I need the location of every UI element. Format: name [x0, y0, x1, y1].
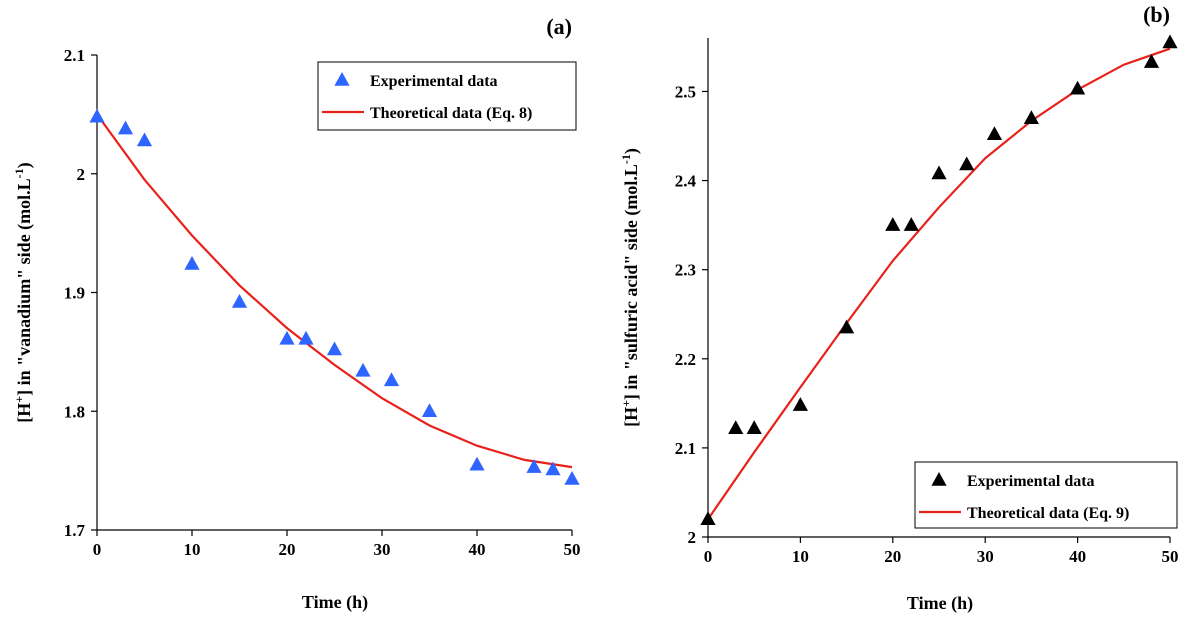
data-point	[903, 217, 919, 231]
legend-box	[914, 461, 1178, 529]
legend-label: Theoretical data (Eq. 8)	[370, 105, 532, 122]
legend-marker-triangle	[334, 72, 350, 86]
x-tick-label: 40	[469, 540, 486, 559]
theoretical-curve	[96, 113, 573, 469]
y-label-part: )	[621, 148, 642, 154]
data-point	[1023, 110, 1039, 124]
y-tick-label: 2.5	[675, 82, 696, 101]
y-tick-label: 2	[688, 528, 697, 547]
data-point	[355, 362, 371, 377]
data-point	[231, 294, 248, 308]
x-tick-label: 0	[93, 540, 102, 559]
data-point	[383, 372, 400, 387]
data-point	[298, 330, 314, 345]
data-point	[545, 461, 561, 476]
x-tick-label: 20	[884, 547, 901, 566]
data-point	[526, 459, 542, 473]
chart-panel-1: 0 10 20 30 40 50 1.7 1.8 1.9 2 2.1 Time (h) [H+] in …	[12, 14, 581, 613]
y-label-part: ] in "vanadium" side (mol.L	[14, 178, 35, 396]
y-tick-label: 2.2	[675, 350, 696, 369]
data-point	[746, 420, 762, 435]
x-tick-label: 0	[704, 547, 713, 566]
x-tick-label: 30	[374, 540, 391, 559]
y-label-part: [H	[621, 407, 641, 427]
x-axis-label: Time (h)	[907, 593, 973, 614]
data-point	[700, 511, 716, 525]
data-point	[421, 403, 438, 418]
data-point	[728, 420, 744, 435]
y-tick-label: 2.1	[64, 46, 85, 65]
legend: Experimental data Theoretical data (Eq. 9…	[914, 461, 1178, 529]
x-tick-label: 30	[977, 547, 994, 566]
y-tick-label: 2.1	[675, 439, 696, 458]
legend-marker-triangle	[931, 472, 947, 486]
x-tick-label: 40	[1069, 547, 1086, 566]
data-point	[986, 126, 1003, 140]
y-tick-label: 2.3	[675, 261, 696, 280]
panel-label: (a)	[546, 14, 572, 39]
data-point	[564, 470, 580, 485]
x-tick-label: 50	[564, 540, 581, 559]
chart-panel-2: 0 10 20 30 40 50 2 2.1 2.2 2.3 2.4 2.5 Time (h) [H+] …	[619, 2, 1179, 614]
y-label-superscript: +	[619, 400, 633, 407]
x-axis-label: Time (h)	[302, 592, 368, 613]
data-point	[959, 156, 975, 171]
y-label-superscript: -1	[619, 154, 633, 164]
data-point	[326, 341, 343, 356]
y-label-part: )	[14, 162, 35, 168]
data-point	[885, 217, 901, 231]
x-tick-label: 20	[279, 540, 296, 559]
legend-box	[317, 61, 577, 131]
y-tick-label: 1.7	[64, 521, 86, 540]
y-label-part: [H	[14, 403, 34, 423]
data-point	[931, 165, 947, 180]
y-label-part: ] in "sulfuric acid" side (mol.L	[621, 164, 642, 400]
data-point	[117, 120, 134, 135]
x-tick-label: 10	[792, 547, 809, 566]
legend-label: Experimental data	[370, 73, 498, 90]
data-point	[136, 132, 153, 147]
data-point	[1143, 54, 1160, 68]
y-label-superscript: -1	[12, 168, 26, 178]
data-point	[792, 397, 808, 411]
y-axis-label: [H+] in "vanadium" side (mol.L-1)	[12, 162, 35, 422]
y-tick-label: 1.8	[64, 402, 85, 421]
data-point	[89, 108, 105, 123]
x-tick-label: 10	[184, 540, 201, 559]
x-tick-label: 50	[1162, 547, 1179, 566]
data-point	[839, 319, 855, 334]
panel-label: (b)	[1143, 2, 1170, 27]
y-tick-label: 2.4	[675, 172, 697, 191]
data-point	[469, 456, 485, 471]
legend-label: Theoretical data (Eq. 9)	[967, 505, 1129, 522]
y-label-superscript: +	[12, 396, 26, 403]
data-point	[279, 330, 295, 345]
y-tick-label: 2	[77, 165, 86, 184]
data-point	[1162, 34, 1178, 49]
theoretical-curve	[707, 47, 1171, 520]
y-axis-label: [H+] in "sulfuric acid" side (mol.L-1)	[619, 148, 642, 427]
legend: Experimental data Theoretical data (Eq. 8…	[317, 61, 577, 131]
legend-label: Experimental data	[967, 473, 1095, 490]
y-tick-label: 1.9	[64, 284, 85, 303]
data-point	[184, 256, 200, 270]
data-point	[1070, 80, 1086, 95]
